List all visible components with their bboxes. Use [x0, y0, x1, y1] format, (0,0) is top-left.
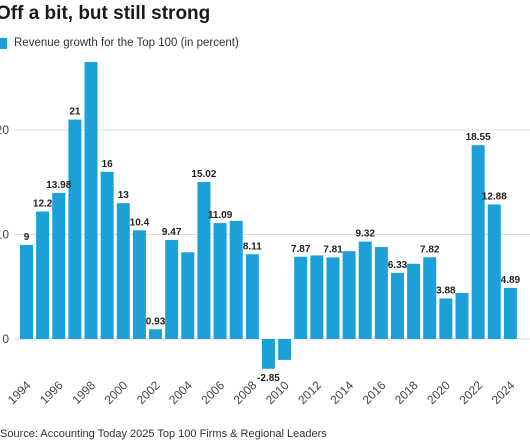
bar-2018: [407, 263, 421, 339]
bar-2000: [116, 203, 130, 339]
bar-1995: [36, 211, 50, 339]
x-tick-label: 2002: [134, 378, 163, 407]
bar-1996: [52, 192, 66, 339]
data-label-2019: 7.82: [420, 244, 440, 255]
bar-2005: [197, 182, 211, 339]
data-label-2000: 13: [118, 190, 130, 201]
data-label-1995: 12.2: [33, 199, 53, 210]
x-tick-label: 1998: [69, 378, 98, 407]
data-label-2009: -2.85: [257, 373, 280, 384]
x-tick-label: 2004: [166, 378, 195, 407]
data-label-1996: 13.98: [46, 180, 71, 191]
data-label-2002: 0.93: [146, 316, 166, 327]
chart-title: Off a bit, but still strong: [0, 3, 211, 24]
x-tick-label: 2022: [456, 378, 485, 407]
bar-2001: [132, 230, 146, 339]
legend-swatch: [0, 37, 7, 49]
legend: Revenue growth for the Top 100 (in perce…: [0, 37, 239, 49]
x-tick-label: 2018: [392, 378, 421, 407]
bar-2022: [471, 145, 485, 339]
y-tick-label: 0: [2, 332, 9, 346]
bar-2012: [310, 255, 324, 339]
x-tick-label: 2016: [360, 378, 389, 407]
bar-1997: [68, 119, 82, 339]
x-tick-label: 2000: [102, 378, 131, 407]
data-label-2008: 8.11: [243, 241, 262, 252]
bar-2017: [390, 272, 404, 339]
bar-2007: [229, 220, 243, 339]
data-label-1999: 16: [102, 159, 114, 170]
x-tick-label: 2024: [489, 378, 518, 407]
bars: [20, 62, 517, 369]
bar-2004: [181, 252, 195, 339]
bar-2006: [213, 223, 227, 339]
data-label-2011: 7.87: [291, 244, 311, 255]
bar-2014: [342, 251, 356, 339]
data-label-2005: 15.02: [191, 169, 216, 180]
data-labels: 9 12.2 13.98 21 16 13 10.4 0.93 9.47 15.02 11.09 8.…: [24, 107, 521, 384]
bar-2015: [358, 241, 372, 339]
data-label-2024: 4.89: [501, 275, 521, 286]
x-tick-label: 1996: [37, 378, 66, 407]
x-tick-label: 2014: [327, 378, 356, 407]
bar-1998: [84, 62, 98, 339]
source-note: Source: Accounting Today 2025 Top 100 Fi…: [0, 428, 327, 440]
x-tick-label: 2012: [295, 378, 324, 407]
x-tick-label: 1994: [5, 378, 34, 407]
bar-2003: [165, 240, 179, 339]
y-tick-label: 20: [0, 123, 9, 137]
bar-2009: [261, 339, 275, 369]
bar-2021: [455, 293, 469, 339]
data-label-2023: 12.88: [482, 191, 507, 202]
data-label-2015: 9.32: [355, 229, 375, 240]
bar-1999: [100, 171, 114, 339]
bar-2002: [149, 329, 163, 339]
data-label-2022: 18.55: [466, 132, 491, 143]
data-label-2017: 6.33: [388, 260, 408, 271]
bar-2008: [245, 254, 259, 339]
bar-2013: [326, 257, 340, 339]
x-tick-label: 2006: [198, 378, 227, 407]
legend-label: Revenue growth for the Top 100 (in perce…: [14, 37, 239, 49]
bar-1994: [20, 244, 33, 339]
data-label-1994: 9: [24, 232, 30, 243]
bar-2019: [423, 257, 437, 339]
bar-2023: [487, 204, 501, 339]
bar-2010: [278, 339, 292, 360]
bar-2020: [439, 298, 453, 339]
x-tick-label: 2020: [424, 378, 453, 407]
bar-2016: [374, 247, 388, 339]
x-tick-label: 2008: [231, 378, 260, 407]
data-label-1997: 21: [69, 107, 81, 118]
bar-2011: [294, 256, 308, 339]
y-tick-label: 10: [0, 228, 9, 242]
data-label-2013: 7.81: [323, 244, 343, 255]
data-label-2003: 9.47: [162, 227, 182, 238]
bar-2024: [503, 287, 517, 339]
data-label-2006: 11.09: [208, 210, 233, 221]
data-label-2001: 10.4: [130, 217, 150, 228]
data-label-2020: 3.88: [436, 285, 456, 296]
